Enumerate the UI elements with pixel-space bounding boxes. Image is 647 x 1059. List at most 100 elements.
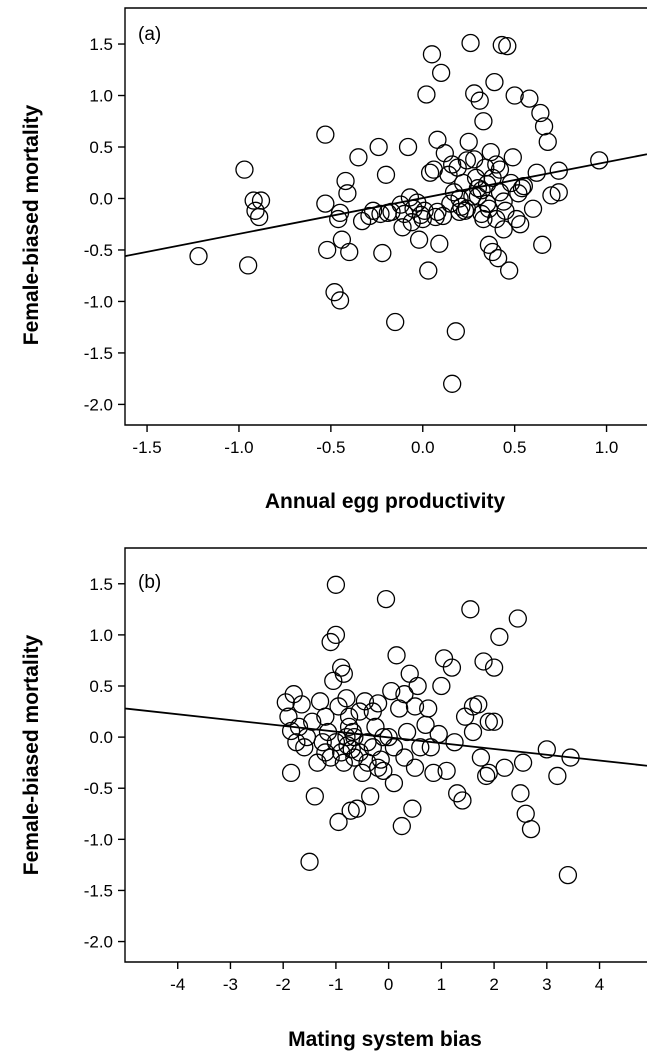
panel-a-x-tick-label: 1.0: [595, 438, 619, 457]
panel-a-data-point: [238, 256, 258, 275]
panel-a-y-tick-label: 0.5: [89, 138, 113, 157]
panel-a-data-point: [443, 374, 462, 393]
panel-b-data-point: [411, 738, 430, 757]
panel-a-data-point: [422, 45, 442, 64]
panel-a-data-point: [409, 230, 429, 249]
panel-b-y-tick-label: 1.0: [89, 626, 113, 645]
panel-a-data-point: [420, 163, 440, 182]
panel-b-data-point: [429, 724, 448, 744]
panel-a-data-point: [235, 160, 254, 179]
panel-b-plot-frame: [124, 547, 647, 963]
panel-b-data-point: [461, 600, 480, 619]
panel-b-data-point: [334, 753, 353, 772]
panel-a-data-point: [505, 86, 524, 105]
panel-a-data-point: [459, 132, 478, 152]
panel-a-data-point: [393, 218, 412, 237]
panel-a-y-tick-label: -2.0: [84, 395, 113, 414]
panel-a-data-point: [349, 148, 368, 167]
panel-b-data-point: [326, 733, 346, 752]
panel-a-regression-line: [124, 153, 647, 258]
panel-a-y-tick-label: -0.5: [84, 241, 113, 260]
panel-b-data-point: [334, 664, 353, 683]
panel-b-data-point: [479, 712, 498, 731]
panel-a-data-point: [523, 199, 543, 218]
panel-a-x-tick-label: -1.0: [224, 438, 253, 457]
panel-a-data-point: [318, 240, 337, 260]
panel-b-x-tick-label: 1: [437, 975, 446, 994]
panel-a-data-point: [590, 151, 609, 170]
panel-b-data-point: [471, 748, 491, 767]
panel-a-data-point: [338, 184, 357, 203]
panel-b-data-point: [313, 733, 332, 752]
panel-a-data-point: [251, 191, 271, 210]
panel-b-data-point: [453, 791, 472, 810]
panel-b-data-point: [392, 816, 411, 836]
panel-a-data-point: [398, 137, 418, 157]
panel-b-data-point: [368, 694, 388, 713]
panel-b-data-point: [339, 707, 359, 726]
panel-a-data-point: [457, 151, 477, 170]
panel-a-data-point: [534, 117, 554, 136]
panel-b-data-point: [537, 740, 556, 759]
panel-b-y-tick-label: 0.5: [89, 677, 113, 696]
panel-b-data-point: [469, 695, 488, 714]
panel-b-data-point: [484, 712, 504, 731]
panel-a-data-point: [444, 183, 464, 202]
panel-b-data-point: [479, 763, 498, 783]
panel-b-data-point: [337, 727, 356, 747]
panel-b-data-point: [408, 676, 427, 696]
panel-b-data-point: [292, 695, 311, 714]
panel-b: (b) Mating system bias Female-biased mor…: [20, 547, 647, 1051]
panel-b-data-point: [474, 652, 493, 671]
panel-b-data-point: [419, 699, 438, 718]
panel-b-x-tick-label: 3: [542, 975, 551, 994]
panel-b-data-point: [339, 717, 359, 737]
panel-a-data-point: [509, 184, 528, 203]
panel-a-data-point: [498, 36, 517, 56]
panel-b-data-point: [508, 609, 527, 628]
panel-a-data-point: [481, 142, 500, 162]
panel-a-data-point: [461, 33, 480, 53]
panel-b-data-point: [353, 763, 372, 783]
panel-b-data-point: [316, 707, 335, 726]
panel-b-data-point: [368, 758, 388, 777]
panel-b-y-tick-label: -1.5: [84, 881, 113, 900]
panel-a-data-point: [250, 207, 269, 227]
panel-b-data-point: [521, 819, 541, 839]
panel-b-data-point: [558, 865, 578, 885]
panel-b-data-point: [361, 787, 380, 806]
panel-a-data-point: [490, 160, 510, 179]
panel-a-data-point: [457, 199, 477, 218]
panel-a-data-point: [490, 183, 510, 202]
panel-b-data-point: [390, 699, 409, 718]
panel-a-data-point: [431, 63, 451, 83]
panel-a-data-point: [531, 103, 550, 123]
panel-a-x-axis-title: Annual egg productivity: [265, 490, 506, 513]
panel-a-data-point: [494, 192, 513, 211]
panel-a-data-point: [189, 246, 208, 266]
panel-b-x-tick-label: -1: [328, 975, 343, 994]
panel-b-data-point: [445, 733, 464, 752]
panel-a-data-point: [511, 215, 530, 234]
panel-a-y-tick-label: -1.0: [84, 292, 113, 311]
panel-b-data-point: [303, 712, 322, 731]
panel-a-data-point: [499, 261, 519, 280]
panel-b-data-point: [403, 799, 422, 818]
panel-b-data-point: [495, 758, 514, 777]
panel-a-data-point: [488, 249, 508, 268]
panel-a-data-point: [330, 291, 350, 310]
panel-b-data-point: [324, 671, 343, 691]
panel-b-data-point: [397, 722, 417, 742]
panel-b-data-point: [350, 702, 369, 721]
panel-b-data-point: [316, 743, 335, 762]
panel-a-data-point: [386, 312, 405, 332]
panel-b-data-point: [513, 753, 533, 772]
panel-a-y-tick-label: 1.5: [89, 35, 113, 54]
panel-b-y-axis-title: Female-biased mortality: [20, 634, 43, 875]
panel-b-data-point: [279, 707, 298, 726]
panel-b-regression-line: [124, 707, 647, 767]
panel-a-data-point: [512, 179, 532, 198]
panel-b-data-point: [326, 575, 346, 594]
panel-a-y-axis-title: Female-biased mortality: [20, 104, 43, 345]
panel-b-data-point: [300, 852, 319, 871]
